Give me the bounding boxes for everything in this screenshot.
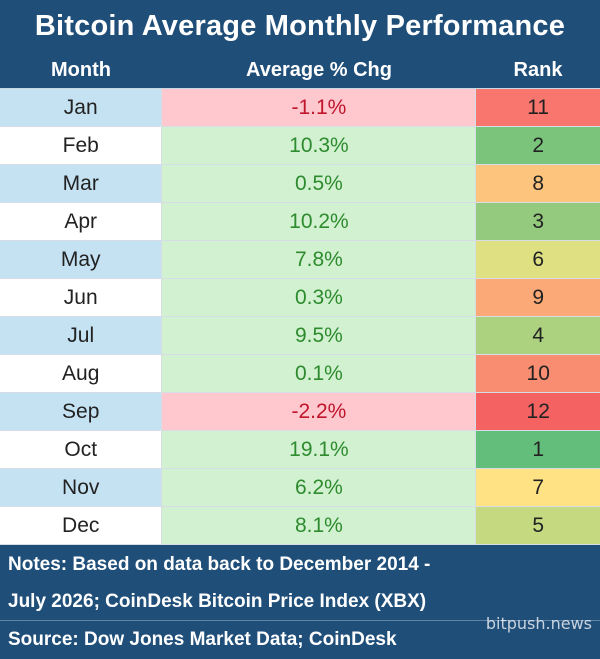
rank-cell: 6 <box>476 241 600 278</box>
rank-cell: 8 <box>476 165 600 202</box>
rank-cell: 12 <box>476 393 600 430</box>
source-line: Source: Dow Jones Market Data; CoinDesk <box>0 620 600 658</box>
rank-cell: 7 <box>476 469 600 506</box>
average-change-cell: 8.1% <box>162 507 477 544</box>
average-change-cell: 0.5% <box>162 165 477 202</box>
rank-cell: 5 <box>476 507 600 544</box>
rank-cell: 10 <box>476 355 600 392</box>
average-change-cell: 0.1% <box>162 355 477 392</box>
month-cell: May <box>0 241 163 278</box>
header-rank: Rank <box>513 59 563 81</box>
table-row: Jul 9.5% 4 <box>0 317 600 355</box>
month-cell: Jan <box>0 89 163 126</box>
table-row: Jan -1.1% 11 <box>0 89 600 127</box>
month-cell: Apr <box>0 203 163 240</box>
month-cell: Feb <box>0 127 163 164</box>
average-change-cell: 19.1% <box>162 431 477 468</box>
table-row: Dec 8.1% 5 <box>0 507 600 545</box>
rank-cell: 11 <box>476 89 600 126</box>
month-cell: Aug <box>0 355 163 392</box>
average-change-cell: -2.2% <box>162 393 477 430</box>
rank-cell: 3 <box>476 203 600 240</box>
header-average-change: Average % Chg <box>246 59 392 81</box>
average-change-cell: 10.2% <box>162 203 477 240</box>
average-change-cell: 6.2% <box>162 469 477 506</box>
table-row: May 7.8% 6 <box>0 241 600 279</box>
average-change-cell: 10.3% <box>162 127 477 164</box>
table-row: Feb 10.3% 2 <box>0 127 600 165</box>
table-row: Sep -2.2% 12 <box>0 393 600 431</box>
rank-cell: 1 <box>476 431 600 468</box>
month-cell: Jun <box>0 279 163 316</box>
header-month: Month <box>51 59 111 81</box>
table-row: Nov 6.2% 7 <box>0 469 600 507</box>
month-cell: Mar <box>0 165 163 202</box>
rank-cell: 4 <box>476 317 600 354</box>
table-row: Aug 0.1% 10 <box>0 355 600 393</box>
table-body: Jan -1.1% 11 Feb 10.3% 2 Mar 0.5% 8 Apr 10.2% 3 May 7… <box>0 88 600 545</box>
notes-line-1: Notes: Based on data back to December 20… <box>8 554 431 575</box>
watermark-text: bitpush.news <box>485 614 592 633</box>
table-row: Oct 19.1% 1 <box>0 431 600 469</box>
rank-cell: 2 <box>476 127 600 164</box>
notes-line-2: July 2026; CoinDesk Bitcoin Price Index … <box>8 591 427 612</box>
table-header: Month Average % Chg Rank <box>0 52 600 88</box>
month-cell: Sep <box>0 393 163 430</box>
table-row: Apr 10.2% 3 <box>0 203 600 241</box>
chart-title: Bitcoin Average Monthly Performance <box>34 10 566 42</box>
average-change-cell: 7.8% <box>162 241 477 278</box>
month-cell: Jul <box>0 317 163 354</box>
month-cell: Dec <box>0 507 163 544</box>
average-change-cell: 9.5% <box>162 317 477 354</box>
table-row: Jun 0.3% 9 <box>0 279 600 317</box>
table-row: Mar 0.5% 8 <box>0 165 600 203</box>
rank-cell: 9 <box>476 279 600 316</box>
notes-block: Notes: Based on data back to December 20… <box>0 546 600 658</box>
average-change-cell: 0.3% <box>162 279 477 316</box>
month-cell: Oct <box>0 431 163 468</box>
month-cell: Nov <box>0 469 163 506</box>
average-change-cell: -1.1% <box>162 89 477 126</box>
